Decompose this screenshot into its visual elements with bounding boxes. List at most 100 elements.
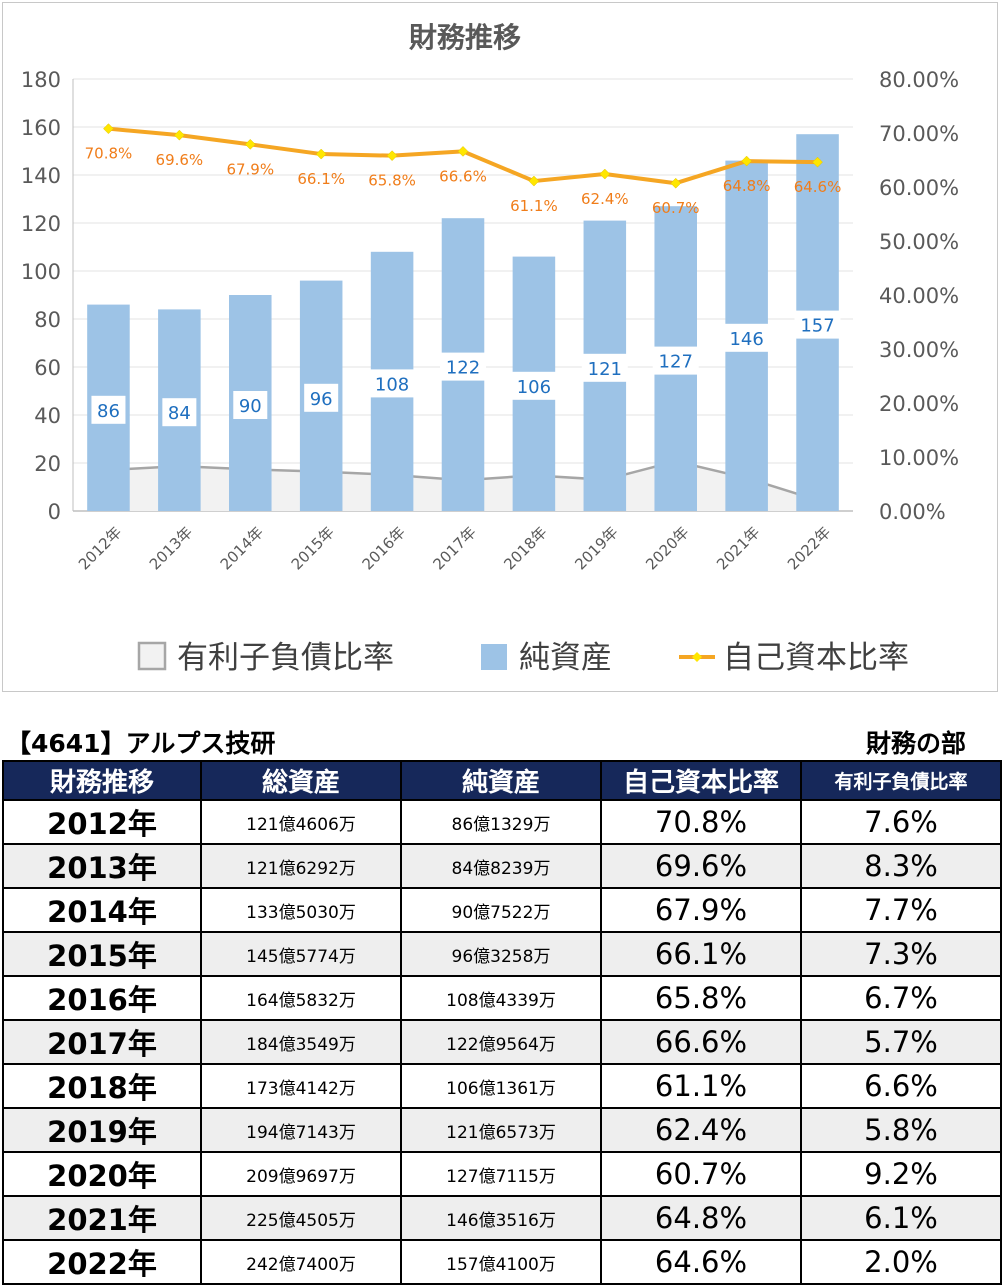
y-left-tick-label: 160 [21,116,61,140]
total-assets-cell: 173億4142万 [200,1063,402,1109]
bar-label-bg [162,398,197,427]
table-row: 2013年 121億6292万 84億8239万 69.6% 8.3% [2,843,1002,889]
table-row: 2019年 194億7143万 121億6573万 62.4% 5.8% [2,1107,1002,1153]
line-point-marker [528,175,540,187]
table-header-row: 財務推移 総資産 純資産 自己資本比率 有利子負債比率 [2,760,1002,801]
debt-ratio-cell: 6.6% [800,1063,1002,1109]
col-header-total-assets: 総資産 [200,760,402,801]
line-point-marker [670,177,682,189]
x-tick-label: 2019年 [571,523,621,573]
table-row: 2020年 209億9697万 127億7115万 60.7% 9.2% [2,1151,1002,1197]
y-left-tick-label: 60 [34,356,61,380]
year-cell: 2022年 [2,1239,202,1285]
debt-ratio-cell: 7.3% [800,931,1002,977]
y-left-tick-label: 100 [21,260,61,284]
x-tick-label: 2022年 [784,523,834,573]
col-header-equity-ratio: 自己資本比率 [600,760,802,801]
bar-data-label: 108 [375,374,409,395]
line-point-marker [315,148,327,160]
legend-label-equity-ratio: 自己資本比率 [723,640,909,676]
net-assets-cell: 106億1361万 [400,1063,602,1109]
y-right-tick-label: 70.00% [879,122,959,146]
line-data-label: 62.4% [581,190,629,208]
x-tick-label: 2012年 [75,523,125,573]
debt-ratio-cell: 5.8% [800,1107,1002,1153]
table-row: 2015年 145億5774万 96億3258万 66.1% 7.3% [2,931,1002,977]
line-point-marker [386,150,398,162]
y-right-tick-label: 20.00% [879,392,959,416]
table-section: 【4641】アルプス技研 財務の部 財務推移 総資産 純資産 自己資本比率 有利… [0,720,1002,1285]
y-right-tick-label: 10.00% [879,446,959,470]
legend-label-net-assets: 純資産 [519,640,612,676]
equity-ratio-cell: 70.8% [600,799,802,845]
x-tick-label: 2016年 [359,523,409,573]
col-header-net-assets: 純資産 [400,760,602,801]
bar-data-label: 157 [800,316,834,337]
legend-label-debt-ratio: 有利子負債比率 [177,640,394,676]
equity-ratio-cell: 67.9% [600,887,802,933]
equity-ratio-cell: 64.6% [600,1239,802,1285]
y-right-tick-label: 30.00% [879,338,959,362]
line-data-label: 66.1% [297,170,345,188]
x-tick-label: 2013年 [146,523,196,573]
net-assets-cell: 108億4339万 [400,975,602,1021]
year-cell: 2017年 [2,1019,202,1065]
bar-label-bg [581,353,628,382]
line-data-label: 65.8% [368,172,416,190]
line-data-label: 64.8% [723,177,771,195]
y-right-tick-label: 80.00% [879,68,959,92]
total-assets-cell: 133億5030万 [200,887,402,933]
company-title: 【4641】アルプス技研 [6,729,276,758]
equity-ratio-cell: 62.4% [600,1107,802,1153]
table-row: 2012年 121億4606万 86億1329万 70.8% 7.6% [2,799,1002,845]
section-title: 財務の部 [865,729,966,758]
net-assets-cell: 127億7115万 [400,1151,602,1197]
debt-ratio-cell: 6.1% [800,1195,1002,1241]
y-left-tick-label: 180 [21,68,61,92]
y-left-tick-label: 140 [21,164,61,188]
y-left-tick-label: 20 [34,452,61,476]
equity-ratio-cell: 66.6% [600,1019,802,1065]
net-assets-cell: 84億8239万 [400,843,602,889]
bar-label-bg [304,383,339,412]
legend-swatch-equity-ratio-marker [692,652,702,662]
bar-label-bg [369,369,416,398]
y-right-tick-label: 0.00% [879,500,946,524]
net-assets-cell: 157億4100万 [400,1239,602,1285]
line-data-label: 60.7% [652,199,700,217]
chart-panel: 財務推移 0 20 40 60 80 100 120 140 160 180 0.00% 10.00% 2… [2,2,998,692]
bar-label-bg [510,371,557,400]
line-point-marker [103,123,114,135]
line-point-marker [812,156,823,168]
line-data-label: 67.9% [226,160,274,178]
line-data-label: 64.6% [794,178,842,196]
line-data-label: 66.6% [439,167,487,185]
total-assets-cell: 209億9697万 [200,1151,402,1197]
y-left-tick-label: 80 [34,308,61,332]
bar-label-bg [440,352,486,381]
year-cell: 2019年 [2,1107,202,1153]
chart-title: 財務推移 [409,21,521,54]
debt-ratio-cell: 7.7% [800,887,1002,933]
bar-data-label: 96 [310,389,333,410]
line-point-marker [741,155,752,167]
y-left-tick-label: 0 [48,500,61,524]
total-assets-cell: 145億5774万 [200,931,402,977]
debt-ratio-cell: 9.2% [800,1151,1002,1197]
total-assets-cell: 242億7400万 [200,1239,402,1285]
x-tick-label: 2020年 [642,523,692,573]
line-point-marker [174,129,185,141]
table-row: 2021年 225億4505万 146億3516万 64.8% 6.1% [2,1195,1002,1241]
debt-ratio-cell: 5.7% [800,1019,1002,1065]
line-point-marker [457,146,469,157]
x-tick-label: 2017年 [429,523,479,573]
legend-swatch-net-assets [481,644,507,670]
net-assets-cell: 86億1329万 [400,799,602,845]
bar-data-label: 146 [729,329,763,350]
y-right-tick-label: 40.00% [879,284,959,308]
year-cell: 2018年 [2,1063,202,1109]
equity-ratio-cell: 65.8% [600,975,802,1021]
equity-ratio-cell: 61.1% [600,1063,802,1109]
equity-ratio-cell: 66.1% [600,931,802,977]
net-assets-cell: 96億3258万 [400,931,602,977]
